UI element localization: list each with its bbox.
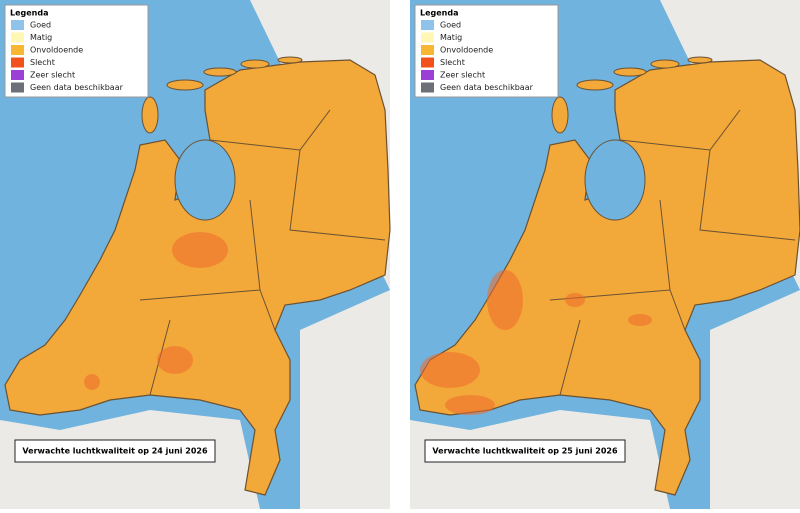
legend-label: Zeer slecht xyxy=(440,71,485,80)
wadden-island xyxy=(141,96,159,134)
legend-label: Onvoldoende xyxy=(30,46,83,55)
map-panel: Legenda Goed Matig Onvoldoende Slecht Zeer sl… xyxy=(410,0,800,509)
legend-swatch xyxy=(11,70,24,80)
legend-swatch xyxy=(421,70,434,80)
legend-swatch xyxy=(421,57,434,68)
wadden-island xyxy=(613,67,647,77)
pollution-area xyxy=(628,314,652,326)
pollution-area xyxy=(172,232,228,268)
legend-swatch xyxy=(11,82,24,93)
pollution-area xyxy=(445,395,495,415)
legend-box xyxy=(4,4,149,98)
legend-swatch xyxy=(421,20,434,30)
legend-swatch xyxy=(11,32,24,43)
legend-swatch xyxy=(11,57,24,68)
caption-box xyxy=(424,439,626,463)
netherlands xyxy=(414,59,800,496)
legend-label: Goed xyxy=(440,21,461,30)
caption-box xyxy=(14,439,216,463)
pollution-area xyxy=(487,270,523,330)
pollution-area xyxy=(84,374,100,390)
legend: Legenda Goed Matig Onvoldoende Slecht Zeer sl… xyxy=(4,4,149,98)
pollution-area xyxy=(157,346,193,374)
legend-swatch xyxy=(11,45,24,55)
legend-swatch xyxy=(421,82,434,93)
netherlands xyxy=(4,59,391,496)
wadden-island xyxy=(240,59,270,69)
legend-label: Zeer slecht xyxy=(30,71,75,80)
legend-label: Matig xyxy=(440,33,462,42)
legend: Legenda Goed Matig Onvoldoende Slecht Zeer sl… xyxy=(414,4,559,98)
legend-swatch xyxy=(421,32,434,43)
legend-swatch xyxy=(11,20,24,30)
map-panel: Legenda Goed Matig Onvoldoende Slecht Zeer sl… xyxy=(0,0,391,509)
legend-swatch xyxy=(421,45,434,55)
ijsselmeer xyxy=(174,139,236,221)
ijsselmeer xyxy=(584,139,646,221)
caption: Verwachte luchtkwaliteit op 24 juni 2026 xyxy=(22,447,208,456)
wadden-island xyxy=(166,79,204,91)
wadden-island xyxy=(277,56,303,64)
pollution-area xyxy=(420,352,480,388)
wadden-island xyxy=(203,67,237,77)
wadden-island xyxy=(576,79,614,91)
wadden-island xyxy=(687,56,713,64)
legend-label: Goed xyxy=(30,21,51,30)
legend-box xyxy=(414,4,559,98)
province-borders xyxy=(139,109,386,396)
legend-title: Legenda xyxy=(10,9,49,18)
legend-label: Matig xyxy=(30,33,52,42)
legend-label: Slecht xyxy=(440,58,465,67)
wadden-island xyxy=(551,96,569,134)
legend-label: Slecht xyxy=(30,58,55,67)
legend-label: Geen data beschikbaar xyxy=(30,83,124,92)
legend-title: Legenda xyxy=(420,9,459,18)
wadden-island xyxy=(650,59,680,69)
province-borders xyxy=(549,109,796,396)
pollution-area xyxy=(565,293,585,307)
legend-label: Geen data beschikbaar xyxy=(440,83,534,92)
caption: Verwachte luchtkwaliteit op 25 juni 2026 xyxy=(432,447,618,456)
legend-label: Onvoldoende xyxy=(440,46,493,55)
